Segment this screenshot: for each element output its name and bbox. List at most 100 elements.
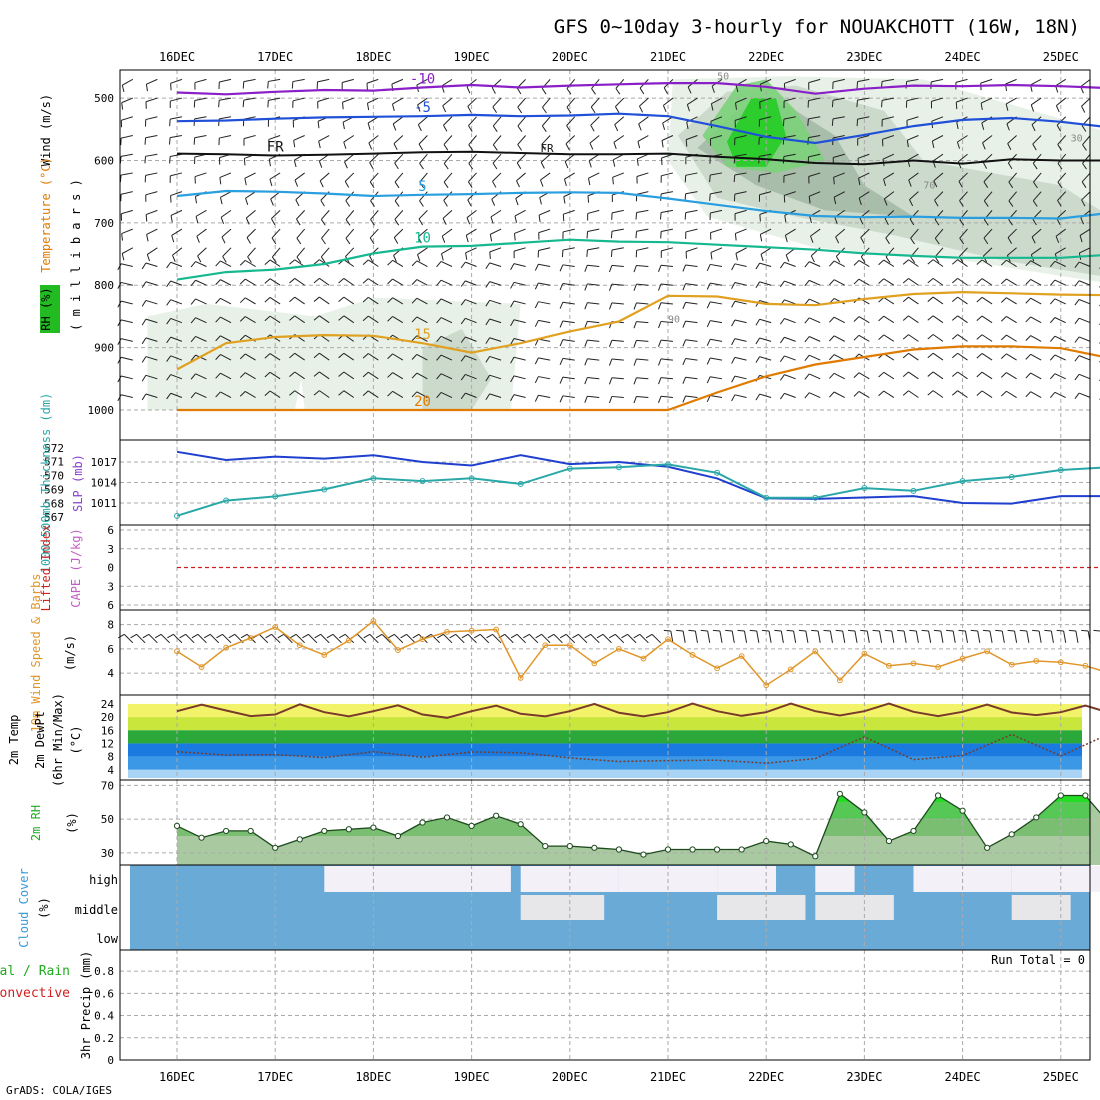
wind-barb bbox=[934, 228, 944, 239]
wind-barb bbox=[957, 153, 968, 163]
cloud-axis-label: Cloud Cover bbox=[17, 868, 31, 947]
thickness-point bbox=[223, 497, 230, 504]
wind-barb bbox=[362, 315, 369, 322]
wind-barb bbox=[147, 247, 158, 255]
wind-barb bbox=[443, 163, 449, 170]
wind-barb bbox=[921, 629, 929, 632]
wind-barb bbox=[388, 633, 395, 639]
wind-barb bbox=[881, 78, 894, 82]
wind-barb bbox=[1007, 237, 1013, 244]
wind-barb bbox=[540, 162, 545, 169]
rh-band bbox=[177, 802, 1090, 820]
wind-barb bbox=[686, 135, 698, 141]
wind-barb bbox=[369, 633, 379, 644]
wind-barb bbox=[144, 156, 147, 164]
wind-barb bbox=[832, 78, 845, 83]
wind-barb bbox=[320, 256, 326, 263]
wind-barb bbox=[591, 88, 596, 95]
wind-barb bbox=[196, 236, 200, 243]
wind-barb bbox=[909, 218, 915, 226]
wind-barb bbox=[121, 356, 133, 361]
wind-barb bbox=[908, 278, 919, 286]
wind-barb bbox=[611, 209, 624, 214]
rh-point bbox=[198, 834, 205, 841]
wind-barb bbox=[610, 249, 613, 257]
wind-speed-point bbox=[174, 648, 180, 655]
wind-barb bbox=[515, 198, 519, 206]
wind-barb bbox=[332, 633, 342, 644]
wind-barb bbox=[884, 629, 892, 632]
wind-barb bbox=[1032, 153, 1042, 164]
wind-barb bbox=[121, 253, 125, 261]
wind-barb bbox=[292, 97, 305, 102]
wind-barb bbox=[440, 298, 453, 305]
wind-barb bbox=[319, 172, 330, 182]
wind-barb bbox=[239, 278, 246, 285]
wind-barb bbox=[121, 228, 133, 235]
wind-barb bbox=[517, 144, 523, 151]
wind-barb bbox=[490, 209, 502, 218]
wind-barb bbox=[809, 336, 821, 342]
wind-barb bbox=[1030, 260, 1042, 267]
wind-barb bbox=[215, 354, 221, 360]
wind-barb bbox=[436, 392, 442, 399]
wind-barb bbox=[608, 302, 613, 310]
wind-barb bbox=[418, 143, 424, 151]
wind-barb bbox=[1049, 261, 1056, 267]
wind-speed-point bbox=[517, 675, 524, 681]
wind-barb bbox=[264, 259, 271, 266]
wind-barb bbox=[465, 355, 477, 361]
wind-barb bbox=[731, 375, 736, 383]
wind-barb bbox=[485, 337, 491, 344]
wind-barb bbox=[366, 78, 379, 84]
wind-barb bbox=[369, 162, 374, 169]
wind-barb bbox=[957, 296, 968, 305]
slp-tick-label: 1011 bbox=[91, 497, 118, 510]
wind-barb bbox=[758, 137, 760, 145]
wind-barb bbox=[523, 633, 530, 639]
wind-barb bbox=[685, 228, 698, 233]
wind-barb bbox=[661, 191, 674, 195]
thickness-tick-label: 568 bbox=[44, 497, 64, 510]
wind-barb bbox=[934, 199, 939, 207]
wind-barb bbox=[829, 630, 833, 643]
wind-barb bbox=[735, 102, 737, 110]
wind-barb bbox=[220, 260, 232, 267]
wind-barb bbox=[587, 228, 600, 232]
wind-barb bbox=[326, 633, 334, 639]
wind-barb bbox=[910, 237, 915, 245]
wind-barb bbox=[858, 172, 870, 179]
wind-barb bbox=[222, 247, 232, 257]
wind-barb bbox=[608, 396, 613, 404]
wind-barb bbox=[220, 297, 232, 305]
wind-barb bbox=[145, 299, 158, 305]
wind-barb bbox=[294, 278, 305, 286]
wind-barb bbox=[485, 281, 491, 288]
wind-barb bbox=[387, 316, 393, 322]
wind-barb bbox=[319, 371, 330, 380]
wind-barb bbox=[731, 282, 736, 289]
wind-barb bbox=[362, 353, 369, 359]
wind-barb bbox=[734, 338, 747, 342]
thickness-point bbox=[665, 461, 671, 468]
li-tick-label: 6 bbox=[107, 524, 114, 537]
wind-barb bbox=[228, 633, 236, 639]
wind-barb bbox=[246, 228, 256, 238]
wind-barb bbox=[466, 209, 477, 219]
wind-barb bbox=[956, 97, 968, 103]
wind-barb bbox=[660, 377, 673, 380]
wind-barb bbox=[829, 354, 835, 361]
wind-barb bbox=[1081, 199, 1086, 207]
rh-point bbox=[959, 807, 966, 814]
thickness-point bbox=[272, 493, 279, 500]
wind-barb bbox=[1074, 299, 1080, 306]
rh-point bbox=[591, 844, 598, 851]
rh-point bbox=[689, 846, 696, 853]
wind-barb bbox=[614, 106, 620, 113]
wind-barb bbox=[809, 298, 821, 305]
wind-barb bbox=[951, 296, 958, 303]
rh-point bbox=[272, 844, 279, 851]
wind-barb bbox=[170, 280, 183, 286]
wind-barb bbox=[1078, 280, 1091, 286]
wind-barb bbox=[884, 218, 889, 225]
